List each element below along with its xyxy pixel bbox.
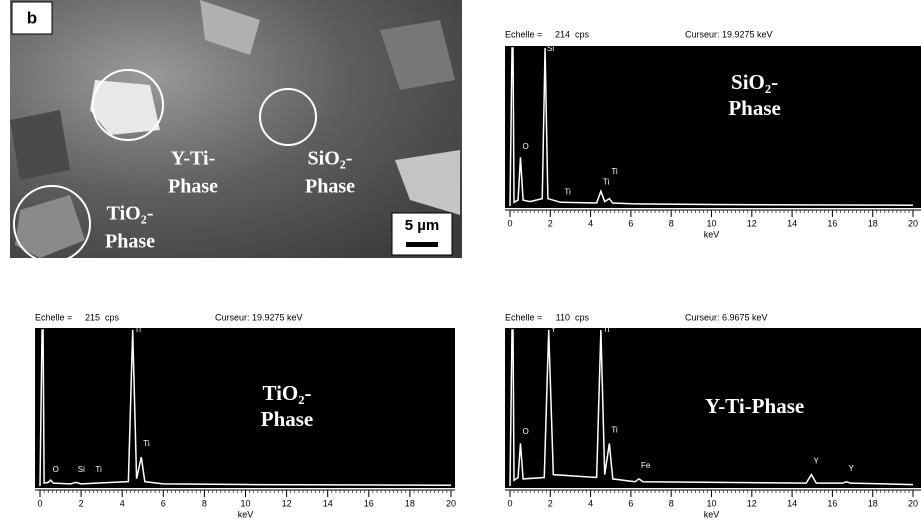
peak-label: Y (813, 457, 819, 466)
x-tick-label: 4 (588, 218, 593, 228)
scale-value: 215 (85, 312, 100, 322)
x-axis-label: keV (238, 509, 254, 519)
scale-unit: cps (575, 29, 590, 39)
peak-label: Ti (603, 325, 610, 334)
x-tick-label: 10 (706, 218, 716, 228)
x-tick-label: 16 (364, 498, 374, 508)
x-tick-label: 20 (908, 498, 918, 508)
scale-unit: cps (105, 312, 120, 322)
scale-label: Echelle = (505, 29, 542, 39)
scale-value: 214 (555, 29, 570, 39)
x-tick-label: 4 (120, 498, 125, 508)
scale-bar-label: 5 µm (405, 217, 440, 234)
x-tick-label: 20 (446, 498, 456, 508)
x-tick-label: 0 (37, 498, 42, 508)
phase-label: Y-Ti-Phase (705, 394, 804, 418)
x-tick-label: 2 (79, 498, 84, 508)
x-tick-label: 14 (787, 218, 797, 228)
sem-label: TiO₂- (107, 203, 154, 225)
x-tick-label: 10 (240, 498, 250, 508)
x-tick-label: 18 (868, 498, 878, 508)
sem-label: Y-Ti- (171, 148, 215, 170)
x-tick-label: 16 (827, 498, 837, 508)
scale-label: Echelle = (35, 312, 72, 322)
x-tick-label: 2 (548, 498, 553, 508)
x-tick-label: 12 (282, 498, 292, 508)
x-tick-label: 12 (747, 498, 757, 508)
particle (10, 110, 70, 180)
x-tick-label: 20 (908, 218, 918, 228)
scale-value: 110 (556, 312, 570, 322)
x-tick-label: 14 (787, 498, 797, 508)
peak-label: Ti (603, 177, 610, 186)
x-tick-label: 8 (669, 218, 674, 228)
x-tick-label: 14 (323, 498, 333, 508)
x-tick-label: 18 (868, 218, 878, 228)
sem-image: b 5 µm (10, 0, 462, 262)
x-tick-label: 4 (588, 498, 593, 508)
peak-label: O (522, 142, 528, 151)
peak-label: Ti (135, 325, 142, 334)
peak-label: Y (551, 325, 557, 334)
peak-label: Ti (143, 439, 150, 448)
sem-label: SiO₂- (308, 148, 353, 170)
x-tick-label: 0 (507, 498, 512, 508)
peak-label: Si (78, 465, 85, 474)
peak-label: Ti (564, 188, 571, 197)
cursor-label: Curseur: 19.9275 keV (685, 29, 773, 39)
peak-label: Fe (641, 461, 651, 470)
scale-label: Echelle = (505, 312, 542, 322)
phase-label: SiO₂- (731, 70, 778, 94)
sem-label: Phase (305, 176, 355, 198)
x-tick-label: 10 (706, 498, 716, 508)
x-axis-label: keV (704, 229, 720, 239)
peak-label: Y (849, 464, 855, 473)
x-tick-label: 0 (507, 218, 512, 228)
x-tick-label: 12 (747, 218, 757, 228)
sem-label: Phase (105, 231, 155, 253)
x-tick-label: 8 (669, 498, 674, 508)
peak-label: O (522, 427, 528, 436)
plot-area (505, 46, 921, 208)
peak-label: Ti (611, 167, 618, 176)
scale-unit: cps (575, 312, 590, 322)
figure: b 5 µm Y-Ti-PhaseSiO₂-PhaseTiO₂-PhaseEch… (0, 0, 921, 528)
phase-label: Phase (261, 407, 314, 431)
x-tick-label: 8 (202, 498, 207, 508)
panel-label: b (27, 8, 37, 27)
sem-label: Phase (168, 176, 218, 198)
phase-label: Phase (728, 96, 781, 120)
x-tick-label: 16 (827, 218, 837, 228)
peak-label: Si (547, 44, 554, 53)
cursor-label: Curseur: 19.9275 keV (215, 312, 303, 322)
x-tick-label: 2 (548, 218, 553, 228)
scale-bar (406, 242, 438, 247)
page: b 5 µm Y-Ti-PhaseSiO₂-PhaseTiO₂-PhaseEch… (0, 0, 921, 528)
peak-label: Ti (95, 465, 102, 474)
peak-label: O (53, 465, 59, 474)
peak-label: Ti (611, 425, 618, 434)
x-tick-label: 6 (628, 498, 633, 508)
cursor-label: Curseur: 6.9675 keV (685, 312, 768, 322)
x-axis-label: keV (704, 509, 720, 519)
phase-label: TiO₂- (262, 381, 311, 405)
x-tick-label: 6 (161, 498, 166, 508)
x-tick-label: 6 (628, 218, 633, 228)
x-tick-label: 18 (405, 498, 415, 508)
